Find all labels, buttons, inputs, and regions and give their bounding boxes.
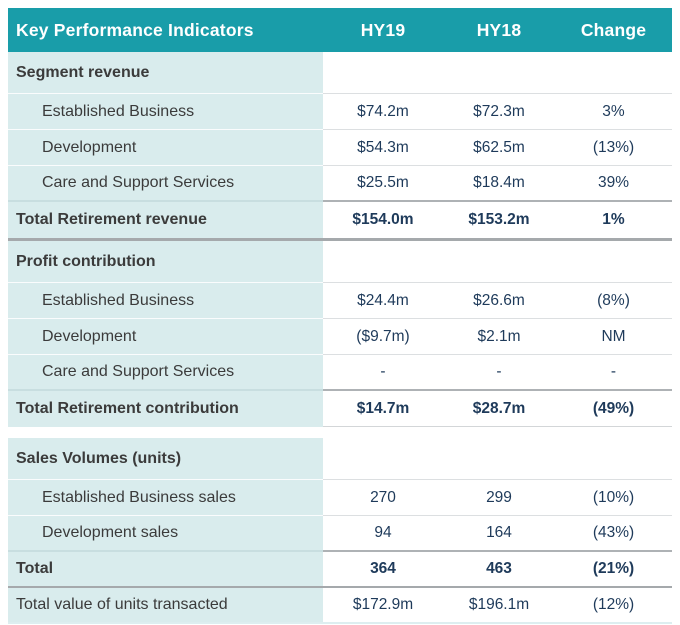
table-row-care-support-revenue: Care and Support Services $25.5m $18.4m … bbox=[8, 166, 672, 202]
header-col-hy19: HY19 bbox=[323, 8, 443, 52]
empty-cell bbox=[323, 438, 443, 480]
row-label: Development bbox=[8, 130, 323, 166]
section-gap bbox=[8, 427, 672, 438]
change-value: (21%) bbox=[592, 560, 635, 577]
change-value: - bbox=[555, 355, 672, 391]
hy19-value: $172.9m bbox=[352, 596, 414, 613]
change-value: 1% bbox=[602, 211, 625, 228]
change-value: (13%) bbox=[555, 130, 672, 166]
row-label: Care and Support Services bbox=[8, 355, 323, 391]
section-title: Profit contribution bbox=[8, 241, 323, 283]
empty-cell bbox=[555, 241, 672, 283]
hy18-value: - bbox=[443, 355, 555, 391]
table-row-care-support-profit: Care and Support Services - - - bbox=[8, 355, 672, 391]
hy19-value: $54.3m bbox=[323, 130, 443, 166]
table-row-total-retirement-contribution: Total Retirement contribution $14.7m $28… bbox=[8, 391, 672, 427]
table-row-total-retirement-revenue: Total Retirement revenue $154.0m $153.2m… bbox=[8, 202, 672, 241]
row-label: Established Business bbox=[8, 94, 323, 130]
hy18-value: $153.2m bbox=[468, 211, 530, 228]
table-row-total-value-units-transacted: Total value of units transacted $172.9m … bbox=[8, 588, 672, 624]
hy18-value: $18.4m bbox=[443, 166, 555, 202]
hy19-value: $14.7m bbox=[323, 391, 443, 427]
table-row-development-sales: Development sales 94 164 (43%) bbox=[8, 516, 672, 552]
hy19-value: 364 bbox=[370, 560, 396, 577]
row-label: Care and Support Services bbox=[8, 166, 323, 202]
empty-cell bbox=[443, 52, 555, 94]
hy19-value: ($9.7m) bbox=[323, 319, 443, 355]
hy19-value: 94 bbox=[323, 516, 443, 552]
header-col-change: Change bbox=[555, 8, 672, 52]
hy19-value: $25.5m bbox=[323, 166, 443, 202]
table-header-row: Key Performance Indicators HY19 HY18 Cha… bbox=[8, 8, 672, 52]
row-label: Total value of units transacted bbox=[8, 588, 323, 622]
change-value: (10%) bbox=[555, 480, 672, 516]
kpi-table: Key Performance Indicators HY19 HY18 Cha… bbox=[8, 8, 672, 624]
table-row-development-revenue: Development $54.3m $62.5m (13%) bbox=[8, 130, 672, 166]
row-label: Development sales bbox=[8, 516, 323, 552]
hy18-value: $62.5m bbox=[443, 130, 555, 166]
change-value: 3% bbox=[555, 94, 672, 130]
table-row-development-profit: Development ($9.7m) $2.1m NM bbox=[8, 319, 672, 355]
section-title: Sales Volumes (units) bbox=[8, 438, 323, 480]
hy19-value: - bbox=[323, 355, 443, 391]
row-label: Established Business sales bbox=[8, 480, 323, 516]
table-row-established-business-sales: Established Business sales 270 299 (10%) bbox=[8, 480, 672, 516]
change-value: NM bbox=[555, 319, 672, 355]
hy19-value: $24.4m bbox=[323, 283, 443, 319]
empty-cell bbox=[555, 438, 672, 480]
table-row-total-sales: Total 364 463 (21%) bbox=[8, 552, 672, 588]
row-label: Development bbox=[8, 319, 323, 355]
section-title: Segment revenue bbox=[8, 52, 323, 94]
section-header-sales-volumes: Sales Volumes (units) bbox=[8, 438, 672, 480]
hy19-value: 270 bbox=[323, 480, 443, 516]
hy19-value: $154.0m bbox=[352, 211, 414, 228]
row-label: Established Business bbox=[8, 283, 323, 319]
header-col-kpi: Key Performance Indicators bbox=[8, 8, 323, 52]
hy18-value: $196.1m bbox=[468, 596, 530, 613]
empty-cell bbox=[555, 52, 672, 94]
hy19-value: $74.2m bbox=[323, 94, 443, 130]
row-label: Total Retirement contribution bbox=[8, 391, 323, 427]
change-value: 39% bbox=[555, 166, 672, 202]
section-header-profit-contribution: Profit contribution bbox=[8, 241, 672, 283]
section-header-segment-revenue: Segment revenue bbox=[8, 52, 672, 94]
empty-cell bbox=[323, 241, 443, 283]
change-value: (8%) bbox=[555, 283, 672, 319]
hy18-value: $28.7m bbox=[443, 391, 555, 427]
row-label: Total Retirement revenue bbox=[8, 202, 323, 238]
hy18-value: 463 bbox=[486, 560, 512, 577]
hy18-value: 299 bbox=[443, 480, 555, 516]
table-row-established-business-revenue: Established Business $74.2m $72.3m 3% bbox=[8, 94, 672, 130]
row-label: Total bbox=[8, 552, 323, 586]
hy18-value: $72.3m bbox=[443, 94, 555, 130]
hy18-value: 164 bbox=[443, 516, 555, 552]
table-row-established-business-profit: Established Business $24.4m $26.6m (8%) bbox=[8, 283, 672, 319]
empty-cell bbox=[443, 241, 555, 283]
empty-cell bbox=[443, 438, 555, 480]
hy18-value: $2.1m bbox=[443, 319, 555, 355]
change-value: (12%) bbox=[592, 596, 635, 613]
header-col-hy18: HY18 bbox=[443, 8, 555, 52]
hy18-value: $26.6m bbox=[443, 283, 555, 319]
change-value: (49%) bbox=[555, 391, 672, 427]
empty-cell bbox=[323, 52, 443, 94]
change-value: (43%) bbox=[555, 516, 672, 552]
